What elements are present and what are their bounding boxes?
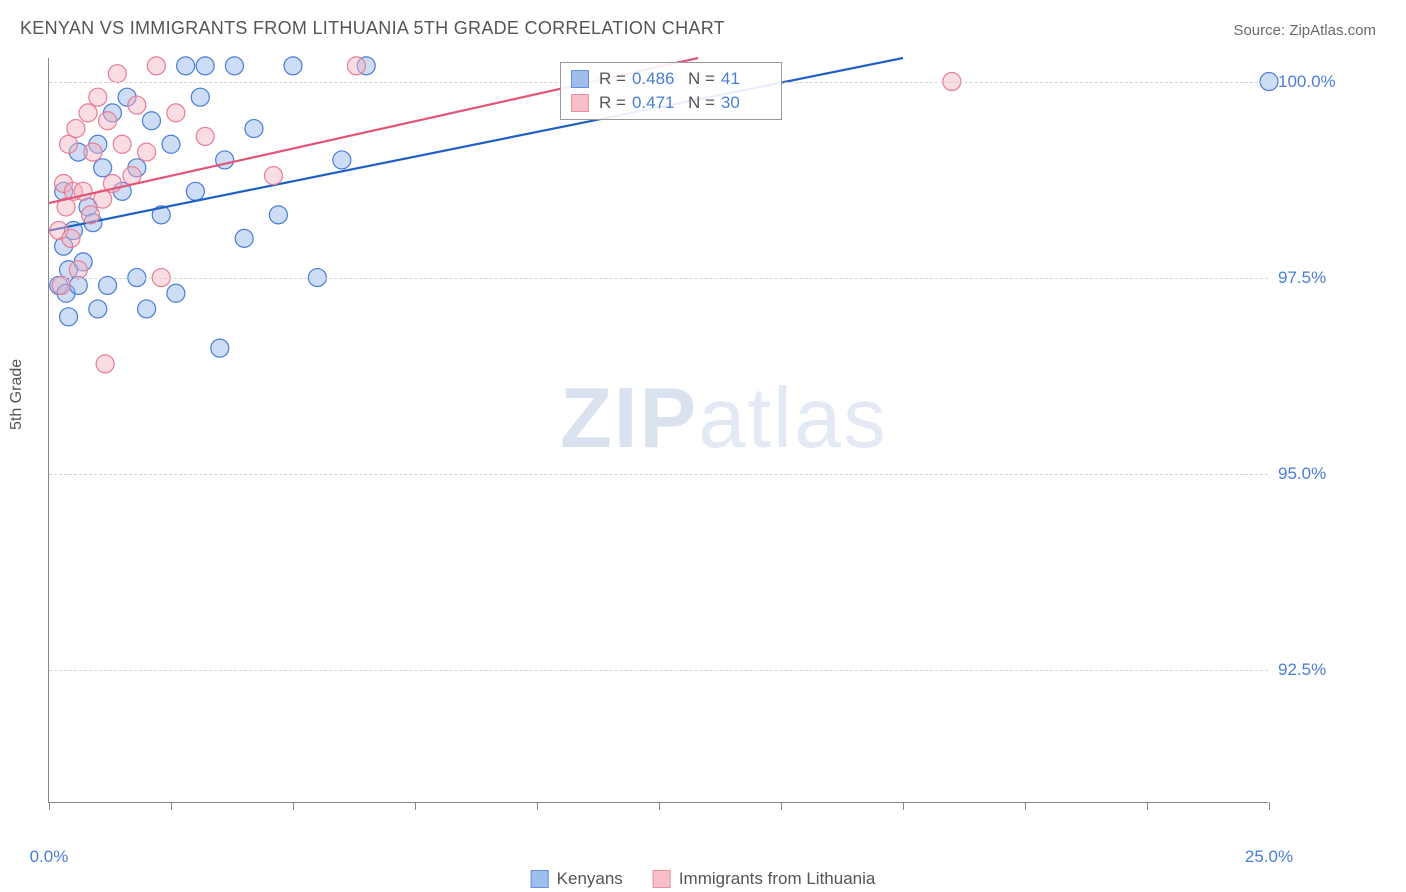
scatter-point bbox=[99, 112, 117, 130]
scatter-point bbox=[89, 300, 107, 318]
scatter-point bbox=[186, 182, 204, 200]
scatter-point bbox=[79, 104, 97, 122]
scatter-point bbox=[81, 206, 99, 224]
legend-swatch-1 bbox=[531, 870, 549, 888]
xtick bbox=[171, 802, 172, 810]
gridline-h bbox=[49, 278, 1268, 279]
scatter-svg bbox=[49, 58, 1268, 802]
stats-r-val-1: 0.486 bbox=[632, 69, 682, 89]
scatter-point bbox=[52, 276, 70, 294]
scatter-point bbox=[147, 57, 165, 75]
scatter-point bbox=[89, 88, 107, 106]
xtick bbox=[415, 802, 416, 810]
legend-label-2: Immigrants from Lithuania bbox=[679, 869, 876, 889]
ytick-label: 95.0% bbox=[1278, 464, 1378, 484]
ytick-label: 97.5% bbox=[1278, 268, 1378, 288]
scatter-point bbox=[196, 57, 214, 75]
stats-n-label-1: N = bbox=[688, 69, 715, 89]
legend-item-2: Immigrants from Lithuania bbox=[653, 869, 876, 889]
stats-n-label-2: N = bbox=[688, 93, 715, 113]
scatter-point bbox=[123, 167, 141, 185]
gridline-h bbox=[49, 474, 1268, 475]
chart-plot-area: 92.5%95.0%97.5%100.0%0.0%25.0% bbox=[48, 58, 1268, 803]
scatter-point bbox=[225, 57, 243, 75]
xtick bbox=[903, 802, 904, 810]
scatter-point bbox=[84, 143, 102, 161]
ytick-label: 92.5% bbox=[1278, 660, 1378, 680]
scatter-point bbox=[245, 120, 263, 138]
scatter-point bbox=[167, 104, 185, 122]
scatter-point bbox=[60, 308, 78, 326]
scatter-point bbox=[167, 284, 185, 302]
source-attribution: Source: ZipAtlas.com bbox=[1233, 22, 1376, 39]
xtick bbox=[537, 802, 538, 810]
legend-item-1: Kenyans bbox=[531, 869, 623, 889]
stats-r-val-2: 0.471 bbox=[632, 93, 682, 113]
xtick bbox=[1147, 802, 1148, 810]
scatter-point bbox=[162, 135, 180, 153]
xtick bbox=[781, 802, 782, 810]
legend-label-1: Kenyans bbox=[557, 869, 623, 889]
legend-swatch-2 bbox=[653, 870, 671, 888]
stats-r-label-2: R = bbox=[599, 93, 626, 113]
scatter-point bbox=[62, 229, 80, 247]
scatter-point bbox=[67, 120, 85, 138]
scatter-point bbox=[269, 206, 287, 224]
scatter-point bbox=[138, 143, 156, 161]
stats-r-label-1: R = bbox=[599, 69, 626, 89]
xtick bbox=[1025, 802, 1026, 810]
gridline-h bbox=[49, 670, 1268, 671]
scatter-point bbox=[284, 57, 302, 75]
stats-swatch-1 bbox=[571, 70, 589, 88]
scatter-point bbox=[333, 151, 351, 169]
scatter-point bbox=[128, 96, 146, 114]
scatter-point bbox=[96, 355, 114, 373]
stats-legend-box: R = 0.486 N = 41 R = 0.471 N = 30 bbox=[560, 62, 782, 120]
xtick bbox=[1269, 802, 1270, 810]
scatter-point bbox=[113, 135, 131, 153]
scatter-point bbox=[69, 261, 87, 279]
xtick-label: 0.0% bbox=[30, 847, 69, 867]
scatter-point bbox=[108, 65, 126, 83]
xtick bbox=[659, 802, 660, 810]
scatter-point bbox=[99, 276, 117, 294]
scatter-point bbox=[235, 229, 253, 247]
stats-row-1: R = 0.486 N = 41 bbox=[571, 67, 771, 91]
stats-n-val-2: 30 bbox=[721, 93, 771, 113]
ytick-label: 100.0% bbox=[1278, 72, 1378, 92]
scatter-point bbox=[347, 57, 365, 75]
scatter-point bbox=[177, 57, 195, 75]
stats-row-2: R = 0.471 N = 30 bbox=[571, 91, 771, 115]
legend-bottom: Kenyans Immigrants from Lithuania bbox=[531, 869, 876, 889]
xtick bbox=[293, 802, 294, 810]
xtick-label: 25.0% bbox=[1245, 847, 1293, 867]
xtick bbox=[49, 802, 50, 810]
y-axis-label: 5th Grade bbox=[8, 359, 26, 430]
stats-swatch-2 bbox=[571, 94, 589, 112]
scatter-point bbox=[142, 112, 160, 130]
scatter-point bbox=[94, 159, 112, 177]
scatter-point bbox=[191, 88, 209, 106]
scatter-point bbox=[264, 167, 282, 185]
scatter-point bbox=[196, 127, 214, 145]
scatter-point bbox=[138, 300, 156, 318]
scatter-point bbox=[211, 339, 229, 357]
stats-n-val-1: 41 bbox=[721, 69, 771, 89]
chart-title: KENYAN VS IMMIGRANTS FROM LITHUANIA 5TH … bbox=[20, 18, 725, 39]
